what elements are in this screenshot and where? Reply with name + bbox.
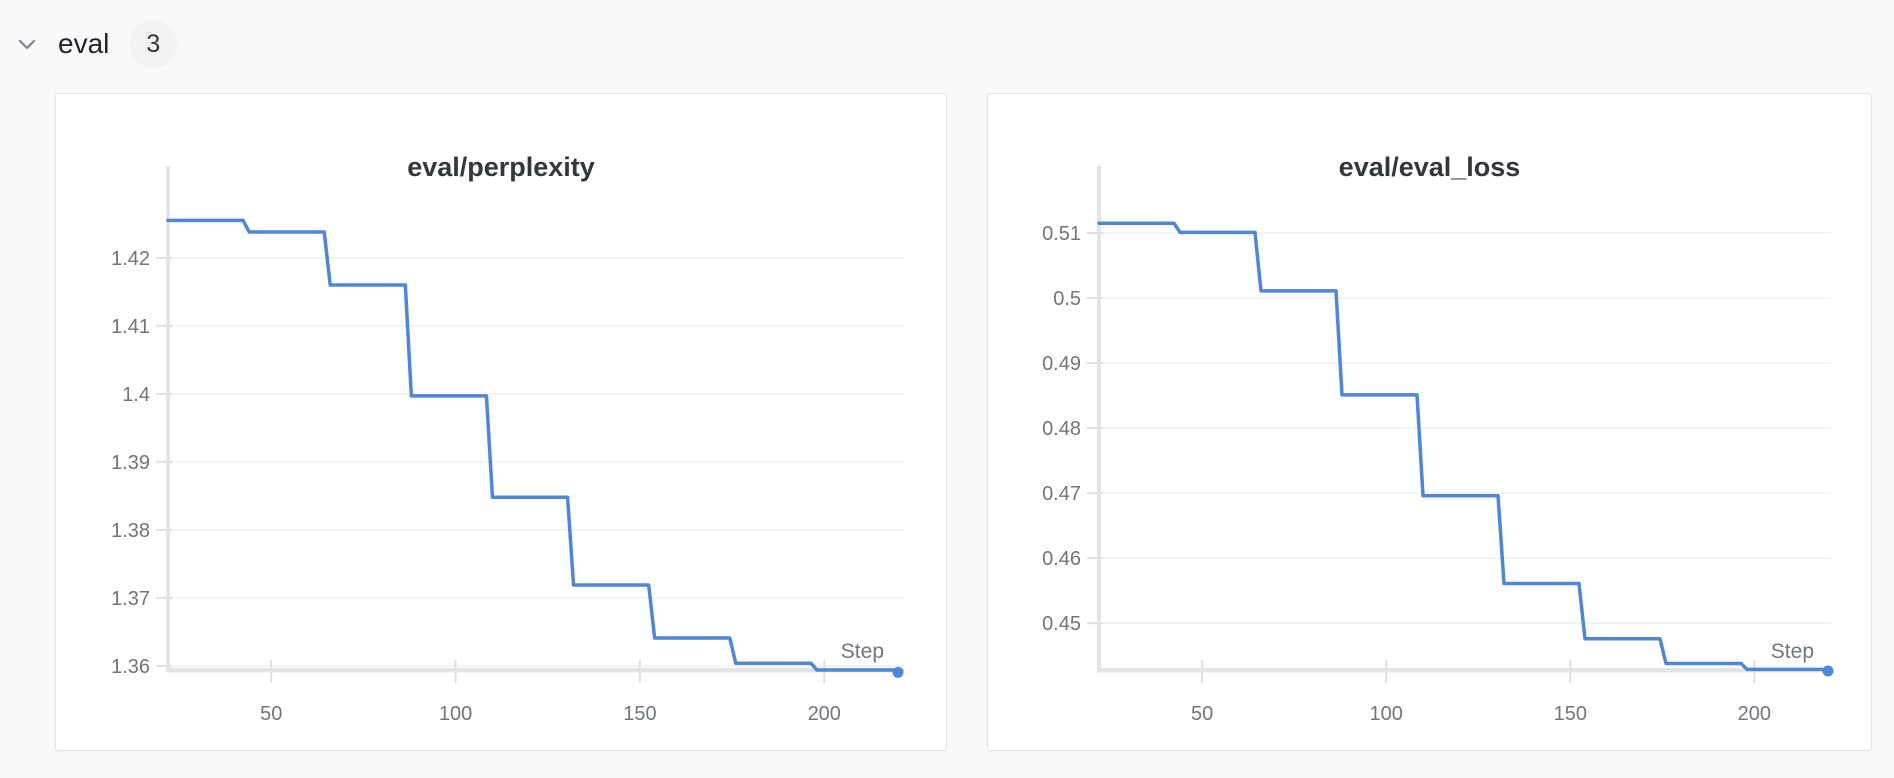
svg-text:1.38: 1.38 [111,520,150,542]
svg-text:1.42: 1.42 [111,248,150,270]
section-header: eval 3 [14,16,178,72]
eval-loss-chart-canvas[interactable]: 0.51 0.5 0.49 0.48 0.47 0.46 0.45 50 100 150 200 St… [988,94,1873,752]
svg-text:0.49: 0.49 [1042,353,1081,375]
svg-text:150: 150 [623,703,656,725]
svg-text:50: 50 [260,703,282,725]
section-title: eval [58,28,110,59]
panel-count-badge: 3 [129,20,178,68]
svg-text:0.5: 0.5 [1053,288,1081,310]
svg-text:0.45: 0.45 [1042,613,1081,635]
svg-text:Step: Step [841,640,884,663]
svg-text:0.47: 0.47 [1042,483,1081,505]
svg-text:1.4: 1.4 [122,384,150,406]
eval-loss-chart-panel[interactable]: eval/eval_loss 0.51 0.5 0.49 0.48 0.47 0.46 0.… [987,93,1872,751]
chart-title: eval/eval_loss [1338,152,1521,182]
svg-text:Step: Step [1771,640,1814,663]
svg-text:1.36: 1.36 [111,656,150,678]
svg-text:1.41: 1.41 [111,316,150,338]
perplexity-chart-panel[interactable]: eval/perplexity 1.42 1.41 1.4 1.39 1.38 1.37 1… [55,93,947,751]
svg-text:200: 200 [1738,703,1771,725]
chart-title: eval/perplexity [407,152,595,182]
chevron-down-icon[interactable] [14,31,40,57]
svg-text:0.48: 0.48 [1042,418,1081,440]
svg-text:100: 100 [439,703,472,725]
perplexity-chart-canvas[interactable]: 1.42 1.41 1.4 1.39 1.38 1.37 1.36 50 100 150 200 St… [56,94,948,752]
svg-text:1.37: 1.37 [111,588,150,610]
svg-text:200: 200 [808,703,841,725]
svg-text:50: 50 [1191,703,1213,725]
svg-text:0.46: 0.46 [1042,548,1081,570]
svg-text:1.39: 1.39 [111,452,150,474]
svg-text:100: 100 [1369,703,1402,725]
svg-text:150: 150 [1554,703,1587,725]
svg-text:0.51: 0.51 [1042,223,1081,245]
